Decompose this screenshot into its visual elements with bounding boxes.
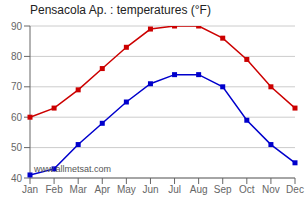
svg-text:Apr: Apr <box>94 184 110 195</box>
svg-text:70: 70 <box>11 81 23 92</box>
svg-text:50: 50 <box>11 142 23 153</box>
svg-text:Dec: Dec <box>286 184 297 195</box>
svg-text:May: May <box>117 184 136 195</box>
svg-text:60: 60 <box>11 112 23 123</box>
svg-text:Mar: Mar <box>70 184 88 195</box>
svg-text:Jun: Jun <box>142 184 158 195</box>
svg-text:Nov: Nov <box>262 184 280 195</box>
html-text:Pensacola Ap. : temperatures (: Pensacola Ap. : temperatures (°F) <box>30 3 211 17</box>
svg-text:40: 40 <box>11 173 23 184</box>
svg-text:Sep: Sep <box>214 184 232 195</box>
svg-text:Jan: Jan <box>22 184 38 195</box>
svg-text:Aug: Aug <box>190 184 208 195</box>
html-text:www.allmetsat.com: www.allmetsat.com <box>34 164 111 174</box>
svg-text:Jul: Jul <box>168 184 181 195</box>
svg-text:Oct: Oct <box>239 184 255 195</box>
svg-text:90: 90 <box>11 21 23 32</box>
svg-text:Feb: Feb <box>45 184 63 195</box>
svg-text:80: 80 <box>11 51 23 62</box>
